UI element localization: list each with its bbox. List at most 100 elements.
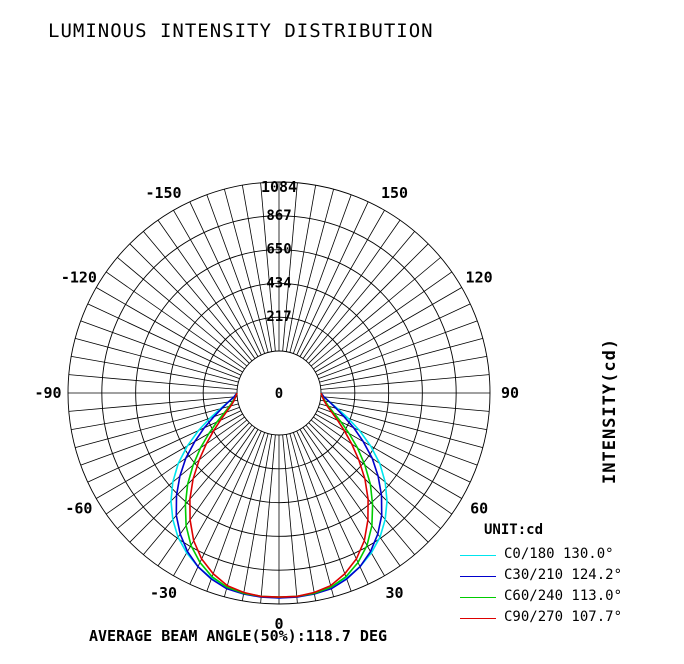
grid-spoke [96,413,243,499]
grid-spoke [315,287,462,373]
grid-spoke [206,194,266,354]
grid-spoke [157,427,256,567]
radial-tick-label: 434 [266,275,291,291]
grid-spoke [308,422,429,543]
grid-spoke [315,413,462,499]
grid-spoke [316,303,471,376]
legend-label: C30/210 124.2° [504,567,623,583]
grid-spoke [282,434,298,604]
grid-spoke [260,182,276,352]
radial-tick-labels: 0 217 434 650 867 [266,208,291,402]
radial-tick-label: 650 [266,242,291,258]
grid-spoke [105,416,245,515]
grid-spoke [143,424,253,555]
angle-tick-label: 90 [501,384,519,402]
grid-spoke [313,416,453,515]
legend-label: C90/270 107.7° [504,609,623,625]
grid-spoke [292,432,352,592]
grid-spoke [305,231,415,362]
angle-tick-label: -120 [61,269,97,287]
grid-spoke [157,219,256,359]
angle-tick-label: 120 [466,269,493,287]
grid-spoke [320,396,490,412]
legend-swatch [460,597,496,598]
series-curve [189,392,369,598]
grid-spoke [310,419,441,529]
grid-ring [202,316,356,470]
legend-label: C0/180 130.0° [504,546,614,562]
grid-spoke [299,210,385,357]
polar-grid [67,181,491,605]
chart-title: LUMINOUS INTENSITY DISTRIBUTION [48,20,434,42]
grid-spoke [71,399,238,431]
legend-label: C60/240 113.0° [504,588,623,604]
grid-spoke [129,243,250,364]
angle-tick-label: 30 [385,584,403,602]
intensity-curves [170,392,388,599]
grid-spoke [285,185,317,352]
grid-spoke [260,434,276,604]
grid-spoke [319,403,483,448]
grid-ring [168,282,390,504]
grid-spoke [296,201,369,356]
grid-spoke [319,338,483,383]
grid-spoke [320,399,487,431]
grid-ring [67,181,491,605]
grid-spoke [285,434,317,601]
grid-spoke [75,338,239,383]
grid-spoke [302,219,401,359]
angle-tick-label: -90 [34,384,61,402]
grid-spoke [302,427,401,567]
grid-spoke [71,355,238,387]
y-axis-label: INTENSITY(cd) [600,337,620,484]
angle-tick-label: 0 [274,615,283,633]
grid-spoke [241,185,273,352]
radial-tick-label: 867 [266,208,291,224]
angle-tick-label: -30 [150,584,177,602]
grid-spoke [189,201,262,356]
grid-spoke [305,424,415,555]
grid-spoke [105,271,245,370]
legend-swatch [460,618,496,619]
grid-spoke [189,430,262,585]
grid-spoke [318,320,478,380]
grid-spoke [289,189,334,353]
legend-swatch [460,555,496,556]
grid-spoke [241,434,273,601]
grid-spoke [206,432,266,592]
grid-spoke [320,374,490,390]
grid-spoke [96,287,243,373]
legend-unit-label: UNIT:cd [484,522,544,538]
grid-spoke [173,210,259,357]
grid-spoke [80,320,240,380]
grid-spoke [129,422,250,543]
radial-tick-label: 0 [275,386,283,402]
grid-spoke [68,374,238,390]
grid-spoke [316,410,471,483]
angle-tick-label: -60 [65,500,92,518]
beam-angle-footer: AVERAGE BEAM ANGLE(50%):118.7 DEG [89,627,388,645]
grid-spoke [117,257,248,367]
grid-spoke [282,182,298,352]
angle-tick-label: -150 [145,184,181,202]
grid-spoke [75,403,239,448]
legend-swatch [460,576,496,577]
grid-spoke [292,194,352,354]
angle-tick-label: 1084 [261,178,297,196]
grid-spoke [308,243,429,364]
grid-spoke [117,419,248,529]
grid-ring [101,215,457,571]
grid-spoke [310,257,441,367]
grid-spoke [313,271,453,370]
grid-ring [135,249,423,537]
grid-spoke [143,231,253,362]
grid-spoke [68,396,238,412]
grid-spoke [289,433,334,597]
grid-spoke [224,433,269,597]
grid-spoke [87,303,242,376]
radial-tick-label: 217 [266,309,291,325]
angle-tick-label: 150 [381,184,408,202]
grid-spoke [87,410,242,483]
angle-tick-labels: 0 30 60 90 120 150 -30 -60 -90 -120 -150 1084 [34,178,519,633]
